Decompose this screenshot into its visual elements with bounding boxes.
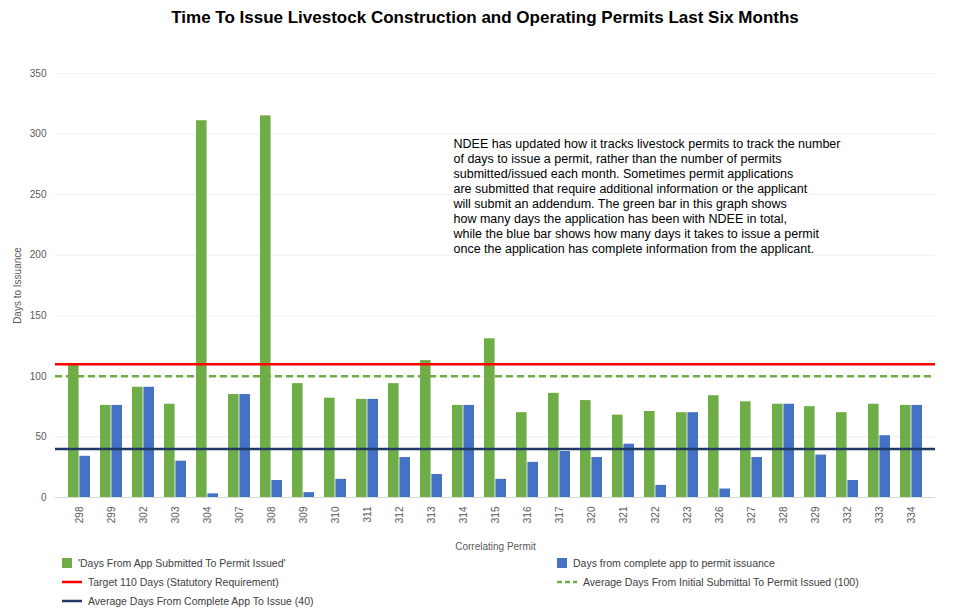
svg-text:310: 310 <box>330 506 341 523</box>
svg-text:250: 250 <box>30 189 47 200</box>
svg-text:0: 0 <box>41 492 47 503</box>
svg-text:350: 350 <box>30 68 47 79</box>
svg-text:Correlating Permit: Correlating Permit <box>455 541 536 552</box>
svg-text:327: 327 <box>746 506 757 523</box>
svg-text:329: 329 <box>810 506 821 523</box>
svg-text:50: 50 <box>35 431 47 442</box>
svg-text:316: 316 <box>522 506 533 523</box>
svg-text:312: 312 <box>394 506 405 523</box>
svg-text:200: 200 <box>30 249 47 260</box>
svg-text:303: 303 <box>170 506 181 523</box>
svg-text:317: 317 <box>554 506 565 523</box>
svg-text:313: 313 <box>426 506 437 523</box>
svg-text:NDEE has updated how it tracks: NDEE has updated how it tracks livestock… <box>453 137 841 256</box>
svg-text:298: 298 <box>74 506 85 523</box>
svg-text:307: 307 <box>234 506 245 523</box>
svg-text:308: 308 <box>266 506 277 523</box>
svg-text:323: 323 <box>682 506 693 523</box>
svg-text:328: 328 <box>778 506 789 523</box>
svg-text:311: 311 <box>362 506 373 522</box>
svg-text:302: 302 <box>138 506 149 523</box>
svg-text:Days to Issuance: Days to Issuance <box>12 247 23 324</box>
svg-text:332: 332 <box>842 506 853 523</box>
svg-text:309: 309 <box>298 506 309 523</box>
svg-text:315: 315 <box>490 506 501 523</box>
svg-text:326: 326 <box>714 506 725 523</box>
svg-text:300: 300 <box>30 128 47 139</box>
svg-text:322: 322 <box>650 506 661 523</box>
svg-text:314: 314 <box>458 506 469 523</box>
svg-text:320: 320 <box>586 506 597 523</box>
svg-text:333: 333 <box>874 506 885 523</box>
svg-text:304: 304 <box>202 506 213 523</box>
svg-text:299: 299 <box>106 506 117 523</box>
svg-text:150: 150 <box>30 310 47 321</box>
svg-text:321: 321 <box>618 506 629 523</box>
svg-text:100: 100 <box>30 371 47 382</box>
svg-text:334: 334 <box>906 506 917 523</box>
